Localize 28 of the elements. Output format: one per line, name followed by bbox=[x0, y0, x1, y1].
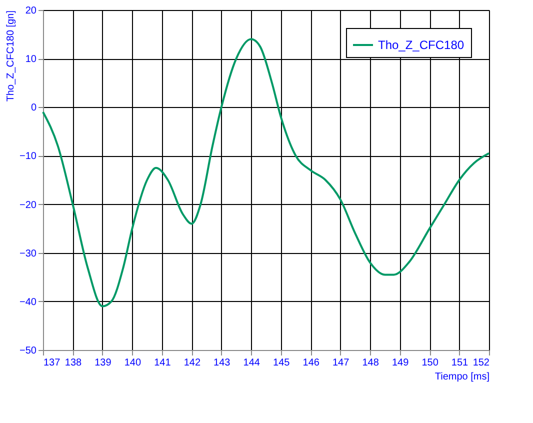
x-tick-label: 145 bbox=[273, 358, 290, 368]
y-axis-title: Tho_Z_CFC180 [gn] bbox=[6, 10, 17, 102]
y-tick-label: 0 bbox=[30, 102, 37, 114]
x-tick-label: 148 bbox=[362, 358, 380, 368]
x-tick-label: 140 bbox=[124, 358, 142, 368]
x-tick-label: 143 bbox=[214, 358, 231, 368]
x-tick-label: 139 bbox=[94, 358, 112, 368]
x-tick-label: 152 bbox=[472, 358, 490, 368]
x-tick-label: 138 bbox=[64, 358, 82, 368]
y-tick-label: −50 bbox=[20, 346, 37, 356]
x-tick-label: 146 bbox=[302, 358, 320, 368]
x-tick-label: 151 bbox=[451, 358, 469, 368]
x-tick-label: 150 bbox=[422, 358, 439, 368]
y-tick-label: −40 bbox=[20, 296, 37, 308]
y-tick-label: −10 bbox=[20, 151, 37, 162]
x-tick-label: 142 bbox=[184, 358, 201, 368]
y-tick-label: 10 bbox=[25, 54, 37, 66]
x-tick-label: 144 bbox=[243, 358, 260, 368]
legend-label: Tho_Z_CFC180 bbox=[378, 38, 464, 52]
line-series bbox=[42, 38, 490, 308]
x-tick-label: 147 bbox=[332, 358, 350, 368]
y-tick-label: −30 bbox=[20, 248, 37, 260]
x-tick-label: 149 bbox=[392, 358, 410, 368]
y-tick-label: −20 bbox=[20, 200, 37, 211]
y-tick-label: 20 bbox=[25, 6, 37, 16]
x-tick-label: 137 bbox=[44, 358, 61, 368]
x-axis-title: Tiempo [ms] bbox=[434, 372, 490, 382]
x-tick-label: 141 bbox=[154, 358, 172, 368]
